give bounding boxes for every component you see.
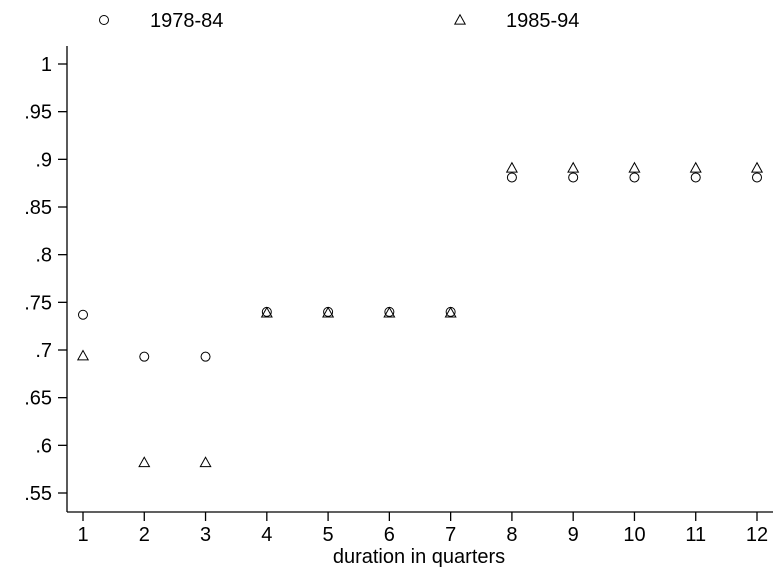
- x-tick-label: 10: [623, 524, 645, 546]
- y-tick-label: .65: [24, 388, 52, 410]
- x-tick-label: 4: [261, 524, 272, 546]
- circle-point: [506, 172, 517, 183]
- triangle-point: [444, 306, 457, 318]
- legend-item: 1978-84: [99, 10, 223, 32]
- circle-point: [629, 172, 640, 183]
- y-tick-label: .85: [24, 197, 52, 219]
- triangle-point: [260, 306, 273, 318]
- triangle-point: [383, 306, 396, 318]
- x-tick-label: 5: [323, 524, 334, 546]
- circle-point: [78, 309, 88, 320]
- circle-point: [139, 351, 150, 362]
- triangle-point: [138, 456, 151, 468]
- triangle-point: [76, 349, 90, 361]
- legend-label: 1985-94: [506, 10, 579, 32]
- series-1978-84: [78, 172, 762, 362]
- x-tick-label: 2: [139, 524, 150, 546]
- y-tick-label: .6: [35, 435, 52, 457]
- x-tick-label: 11: [685, 524, 706, 546]
- x-tick-label: 1: [77, 524, 88, 546]
- legend-circle-icon: [99, 15, 109, 25]
- triangle-point: [322, 306, 335, 318]
- x-tick-label: 6: [384, 524, 395, 546]
- y-tick-label: .9: [35, 149, 52, 171]
- triangle-point: [750, 161, 764, 173]
- circle-point: [568, 172, 579, 183]
- x-axis: 1 2 3 4 5 6 7 8 9 10 11 12: [67, 511, 773, 546]
- legend-triangle-icon: [453, 13, 467, 25]
- y-tick-label: .75: [24, 292, 52, 314]
- x-tick-label: 7: [445, 524, 456, 546]
- circle-point: [752, 172, 762, 183]
- circle-point: [384, 306, 395, 317]
- series-1985-94: [76, 161, 764, 468]
- legend-item: 1985-94: [453, 10, 579, 32]
- triangle-point: [628, 161, 641, 173]
- x-tick-label: 12: [746, 524, 768, 546]
- triangle-point: [199, 456, 212, 468]
- legend-label: 1978-84: [150, 10, 223, 32]
- triangle-point: [689, 161, 702, 173]
- y-axis: .55 .6 .65 .7 .75 .8 .85 .9 .95 1: [24, 46, 68, 512]
- circle-point: [200, 351, 211, 362]
- circle-point: [261, 306, 272, 317]
- y-tick-label: .55: [24, 483, 52, 505]
- triangle-point: [505, 161, 518, 173]
- y-tick-label: .8: [35, 245, 52, 267]
- triangle-point: [567, 161, 580, 173]
- data-points: [76, 161, 764, 468]
- circle-point: [690, 172, 701, 183]
- x-tick-label: 8: [506, 524, 517, 546]
- x-tick-label: 3: [200, 524, 211, 546]
- circle-point: [323, 306, 334, 317]
- circle-point: [445, 306, 456, 317]
- legend: 1978-84 1985-94: [99, 10, 579, 32]
- x-axis-title: duration in quarters: [333, 546, 505, 568]
- y-tick-label: .95: [24, 102, 52, 124]
- y-tick-label: .7: [35, 340, 52, 362]
- y-tick-label: 1: [41, 54, 52, 76]
- x-tick-label: 9: [568, 524, 579, 546]
